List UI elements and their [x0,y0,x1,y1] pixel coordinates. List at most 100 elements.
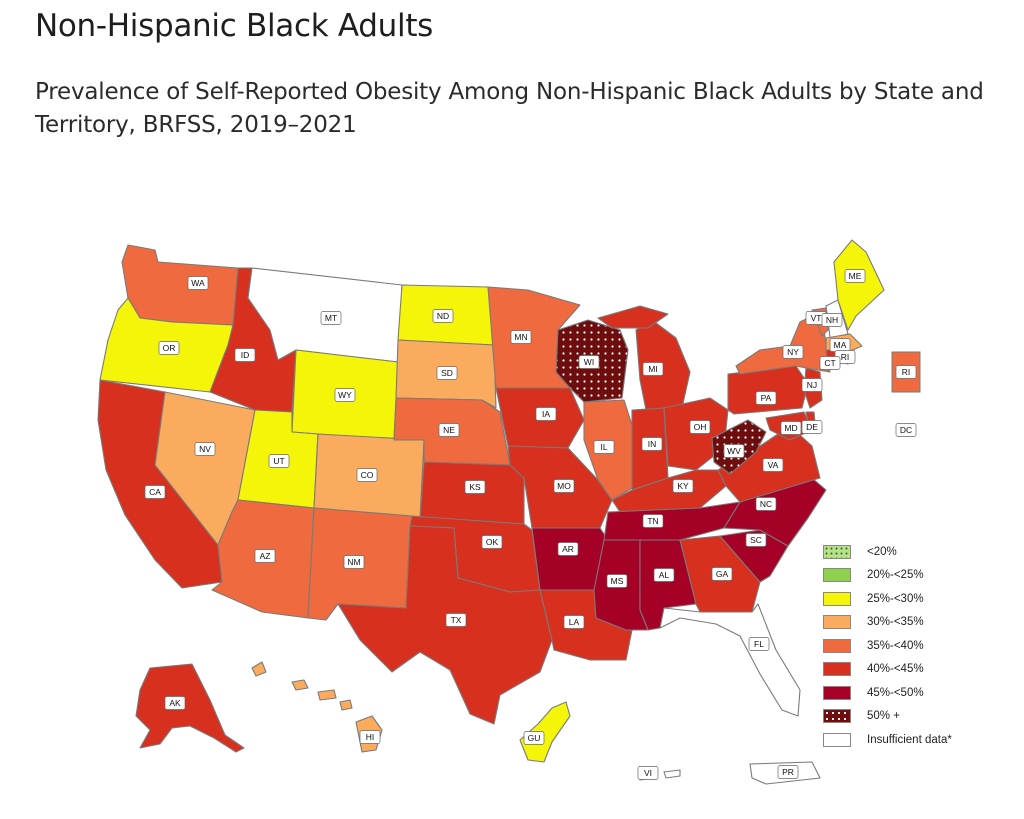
svg-text:TN: TN [647,516,658,526]
svg-text:UT: UT [273,456,284,466]
state-label-wv: WV [723,444,745,458]
svg-text:CO: CO [361,470,374,480]
state-label-pr: PR [777,765,799,779]
legend-label: 30%-<35% [867,616,924,629]
svg-text:PR: PR [782,767,794,777]
state-label-tn: TN [642,514,664,528]
svg-text:ID: ID [241,350,250,360]
state-label-mt: MT [320,311,342,325]
svg-text:IN: IN [648,439,657,449]
state-label-mo: MO [553,479,575,493]
legend-label: 20%-<25% [867,569,924,582]
state-label-ky: KY [672,479,694,493]
state-label-gu: GU [523,731,545,745]
state-SC[interactable] [719,529,789,583]
state-label-sc: SC [745,533,767,547]
state-label-me: ME [844,269,866,283]
state-label-ok: OK [481,535,503,549]
legend-label: 40%-<45% [867,663,924,676]
svg-text:TX: TX [451,615,462,625]
state-label-nm: NM [343,555,365,569]
state-label-az: AZ [254,549,276,563]
svg-text:OK: OK [486,537,499,547]
state-MI-UP[interactable] [597,305,669,329]
state-label-ca: CA [144,485,166,499]
svg-text:ME: ME [849,271,862,281]
svg-text:WV: WV [727,446,741,456]
state-label-ia: IA [535,407,557,421]
state-label-sd: SD [436,366,458,380]
state-label-or: OR [158,341,180,355]
state-label-ct: CT [819,356,841,370]
legend-item: <20% [823,540,952,564]
state-GU[interactable] [519,701,571,763]
svg-text:NJ: NJ [807,380,817,390]
state-label-la: LA [563,615,585,629]
state-labels: RI WA OR CA NV ID MT WY UT AZ CO NM ND SD NE KS OK TX MN IA… [144,269,921,780]
svg-text:VT: VT [811,313,822,323]
state-label-wa: WA [187,276,209,290]
svg-text:HI: HI [366,732,375,742]
state-label-nc: NC [755,497,777,511]
svg-text:MN: MN [514,332,527,342]
svg-text:DE: DE [806,422,818,432]
legend-swatch-lt20 [823,544,851,559]
svg-text:WA: WA [191,278,205,288]
svg-text:SD: SD [441,368,453,378]
state-label-ks: KS [464,480,486,494]
svg-text:IA: IA [542,409,550,419]
state-label-pa: PA [755,391,777,405]
state-label-mn: MN [510,330,532,344]
legend-swatch-50plus [823,709,851,724]
legend-item: 20%-<25% [823,564,952,588]
svg-text:MO: MO [557,481,571,491]
state-label-nd: ND [432,309,454,323]
state-label-ne: NE [438,423,460,437]
svg-text:WY: WY [338,390,352,400]
state-label-wi: WI [578,355,600,369]
svg-text:VA: VA [768,460,779,470]
legend-swatch-35-40 [823,638,851,653]
svg-text:GA: GA [716,569,729,579]
legend-item: 50% + [823,705,952,729]
legend-label: 45%-<50% [867,686,924,699]
svg-text:NE: NE [443,425,455,435]
svg-text:AZ: AZ [260,551,271,561]
legend-swatch-40-45 [823,662,851,677]
state-label-mi: MI [642,362,664,376]
svg-text:MS: MS [611,576,624,586]
state-label-id: ID [234,348,256,362]
svg-text:NV: NV [199,444,211,454]
state-FL[interactable] [659,603,801,717]
legend-item: 30%-<35% [823,611,952,635]
svg-text:IL: IL [600,442,607,452]
svg-text:VI: VI [644,768,652,778]
svg-text:RI: RI [841,352,850,362]
state-label-in: IN [641,437,663,451]
state-label-de: DE [801,420,823,434]
legend-swatch-25-30 [823,591,851,606]
state-WA[interactable] [121,244,239,326]
state-ME[interactable] [833,239,885,331]
svg-text:DC: DC [900,425,912,435]
svg-text:NC: NC [760,499,772,509]
state-label-ms: MS [606,574,628,588]
state-label-oh: OH [689,420,711,434]
svg-text:OR: OR [163,343,176,353]
svg-text:CT: CT [824,358,835,368]
legend-label: 35%-<40% [867,639,924,652]
svg-text:OH: OH [694,422,707,432]
map-legend: <20% 20%-<25% 25%-<30% 30%-<35% 35%-<40%… [823,540,952,752]
page-title: Non-Hispanic Black Adults [35,8,434,44]
svg-text:AL: AL [659,570,670,580]
state-TX[interactable] [337,525,553,725]
state-label-co: CO [356,468,378,482]
svg-text:MA: MA [834,340,847,350]
state-label-nj: NJ [801,378,823,392]
state-AK[interactable] [135,663,245,753]
state-label-al: AL [653,568,675,582]
state-label-fl: FL [748,637,770,651]
state-label-ut: UT [268,454,290,468]
state-label-md: MD [780,421,802,435]
state-label-ar: AR [557,542,579,556]
